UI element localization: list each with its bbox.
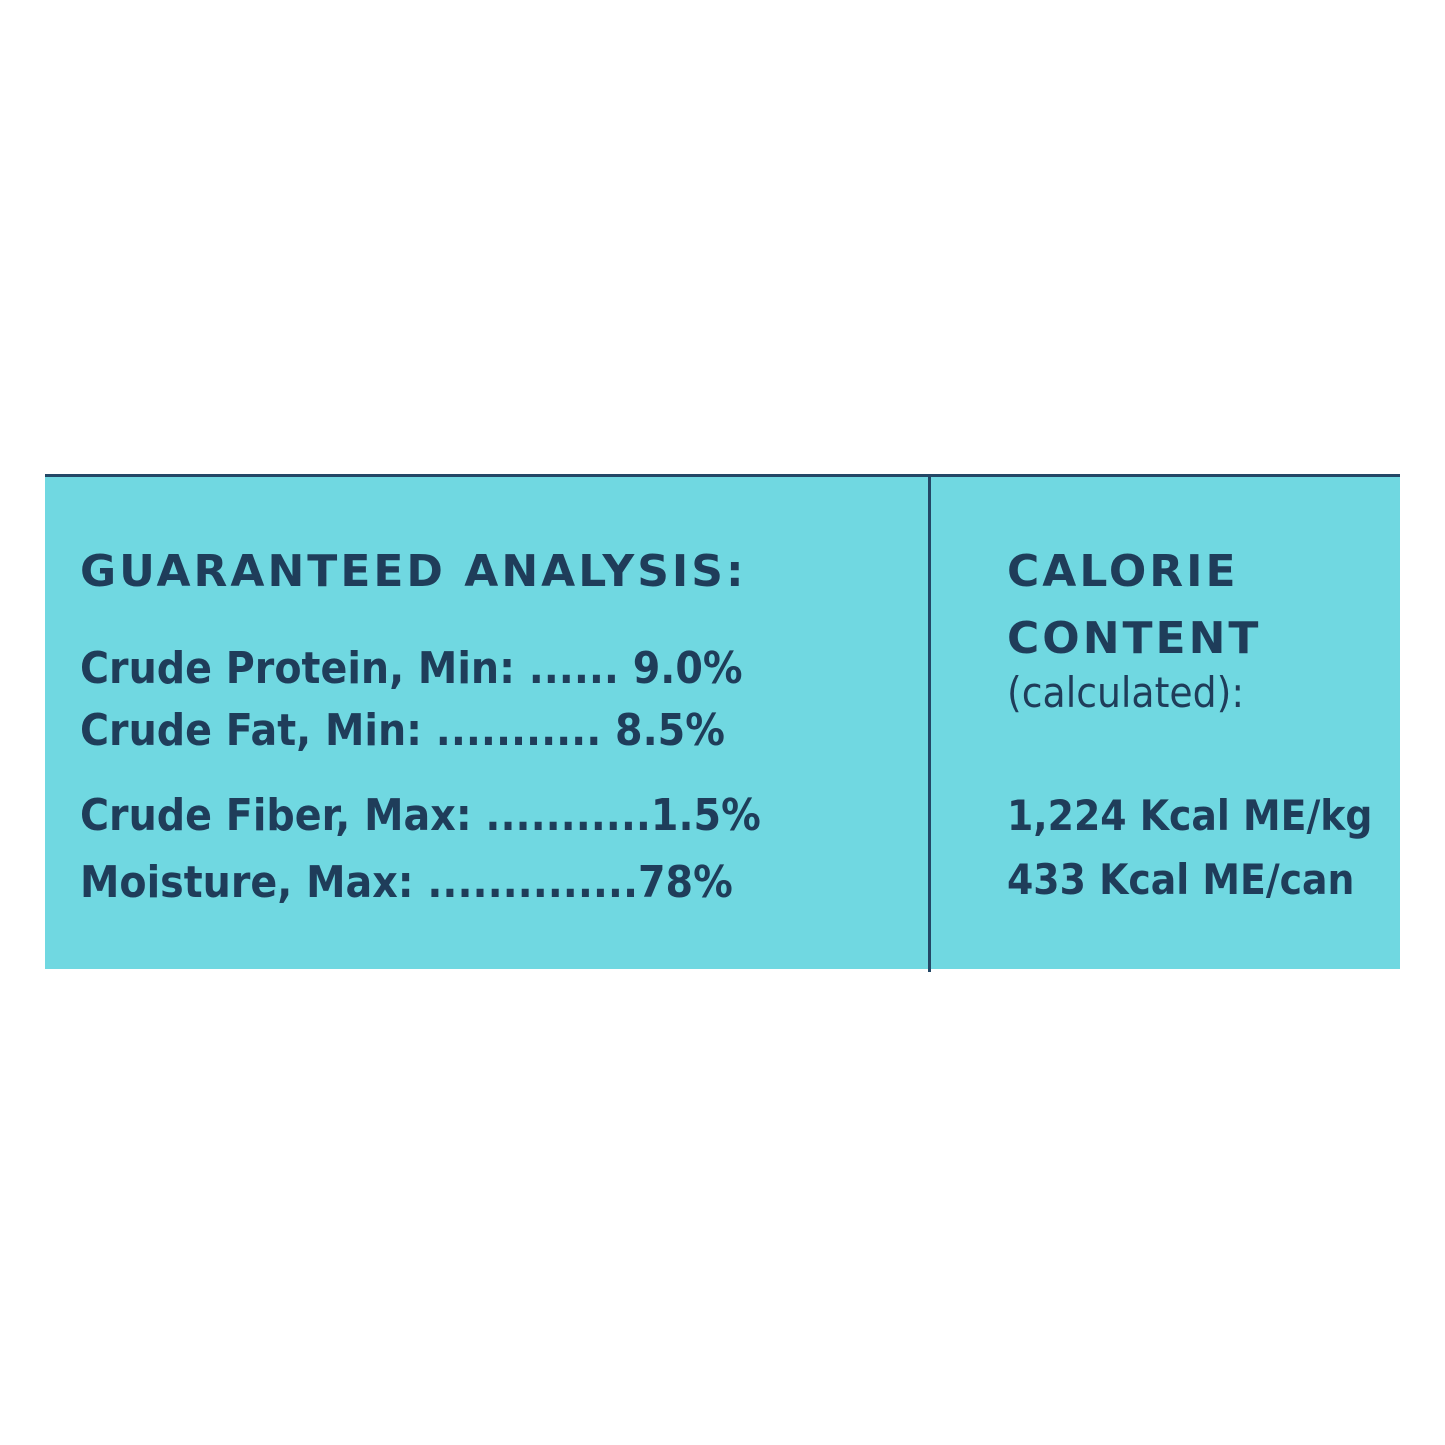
calorie-heading-line2: CONTENT (1007, 613, 1262, 664)
calorie-heading-line1: CALORIE (1007, 546, 1239, 597)
calorie-value-per-kg: 1,224 Kcal ME/kg (1007, 791, 1373, 840)
calorie-value-per-can: 433 Kcal ME/can (1007, 855, 1355, 904)
nutrition-label-panel: GUARANTEED ANALYSIS: Crude Protein, Min:… (45, 474, 1400, 972)
analysis-row-protein: Crude Protein, Min: ...... 9.0% (80, 643, 743, 694)
guaranteed-analysis-heading: GUARANTEED ANALYSIS: (80, 546, 747, 597)
analysis-row-fiber: Crude Fiber, Max: ...........1.5% (80, 790, 761, 841)
analysis-row-moisture: Moisture, Max: ..............78% (80, 857, 733, 908)
column-divider (928, 477, 931, 972)
calorie-subheading: (calculated): (1007, 668, 1245, 717)
analysis-row-fat: Crude Fat, Min: ........... 8.5% (80, 705, 725, 756)
